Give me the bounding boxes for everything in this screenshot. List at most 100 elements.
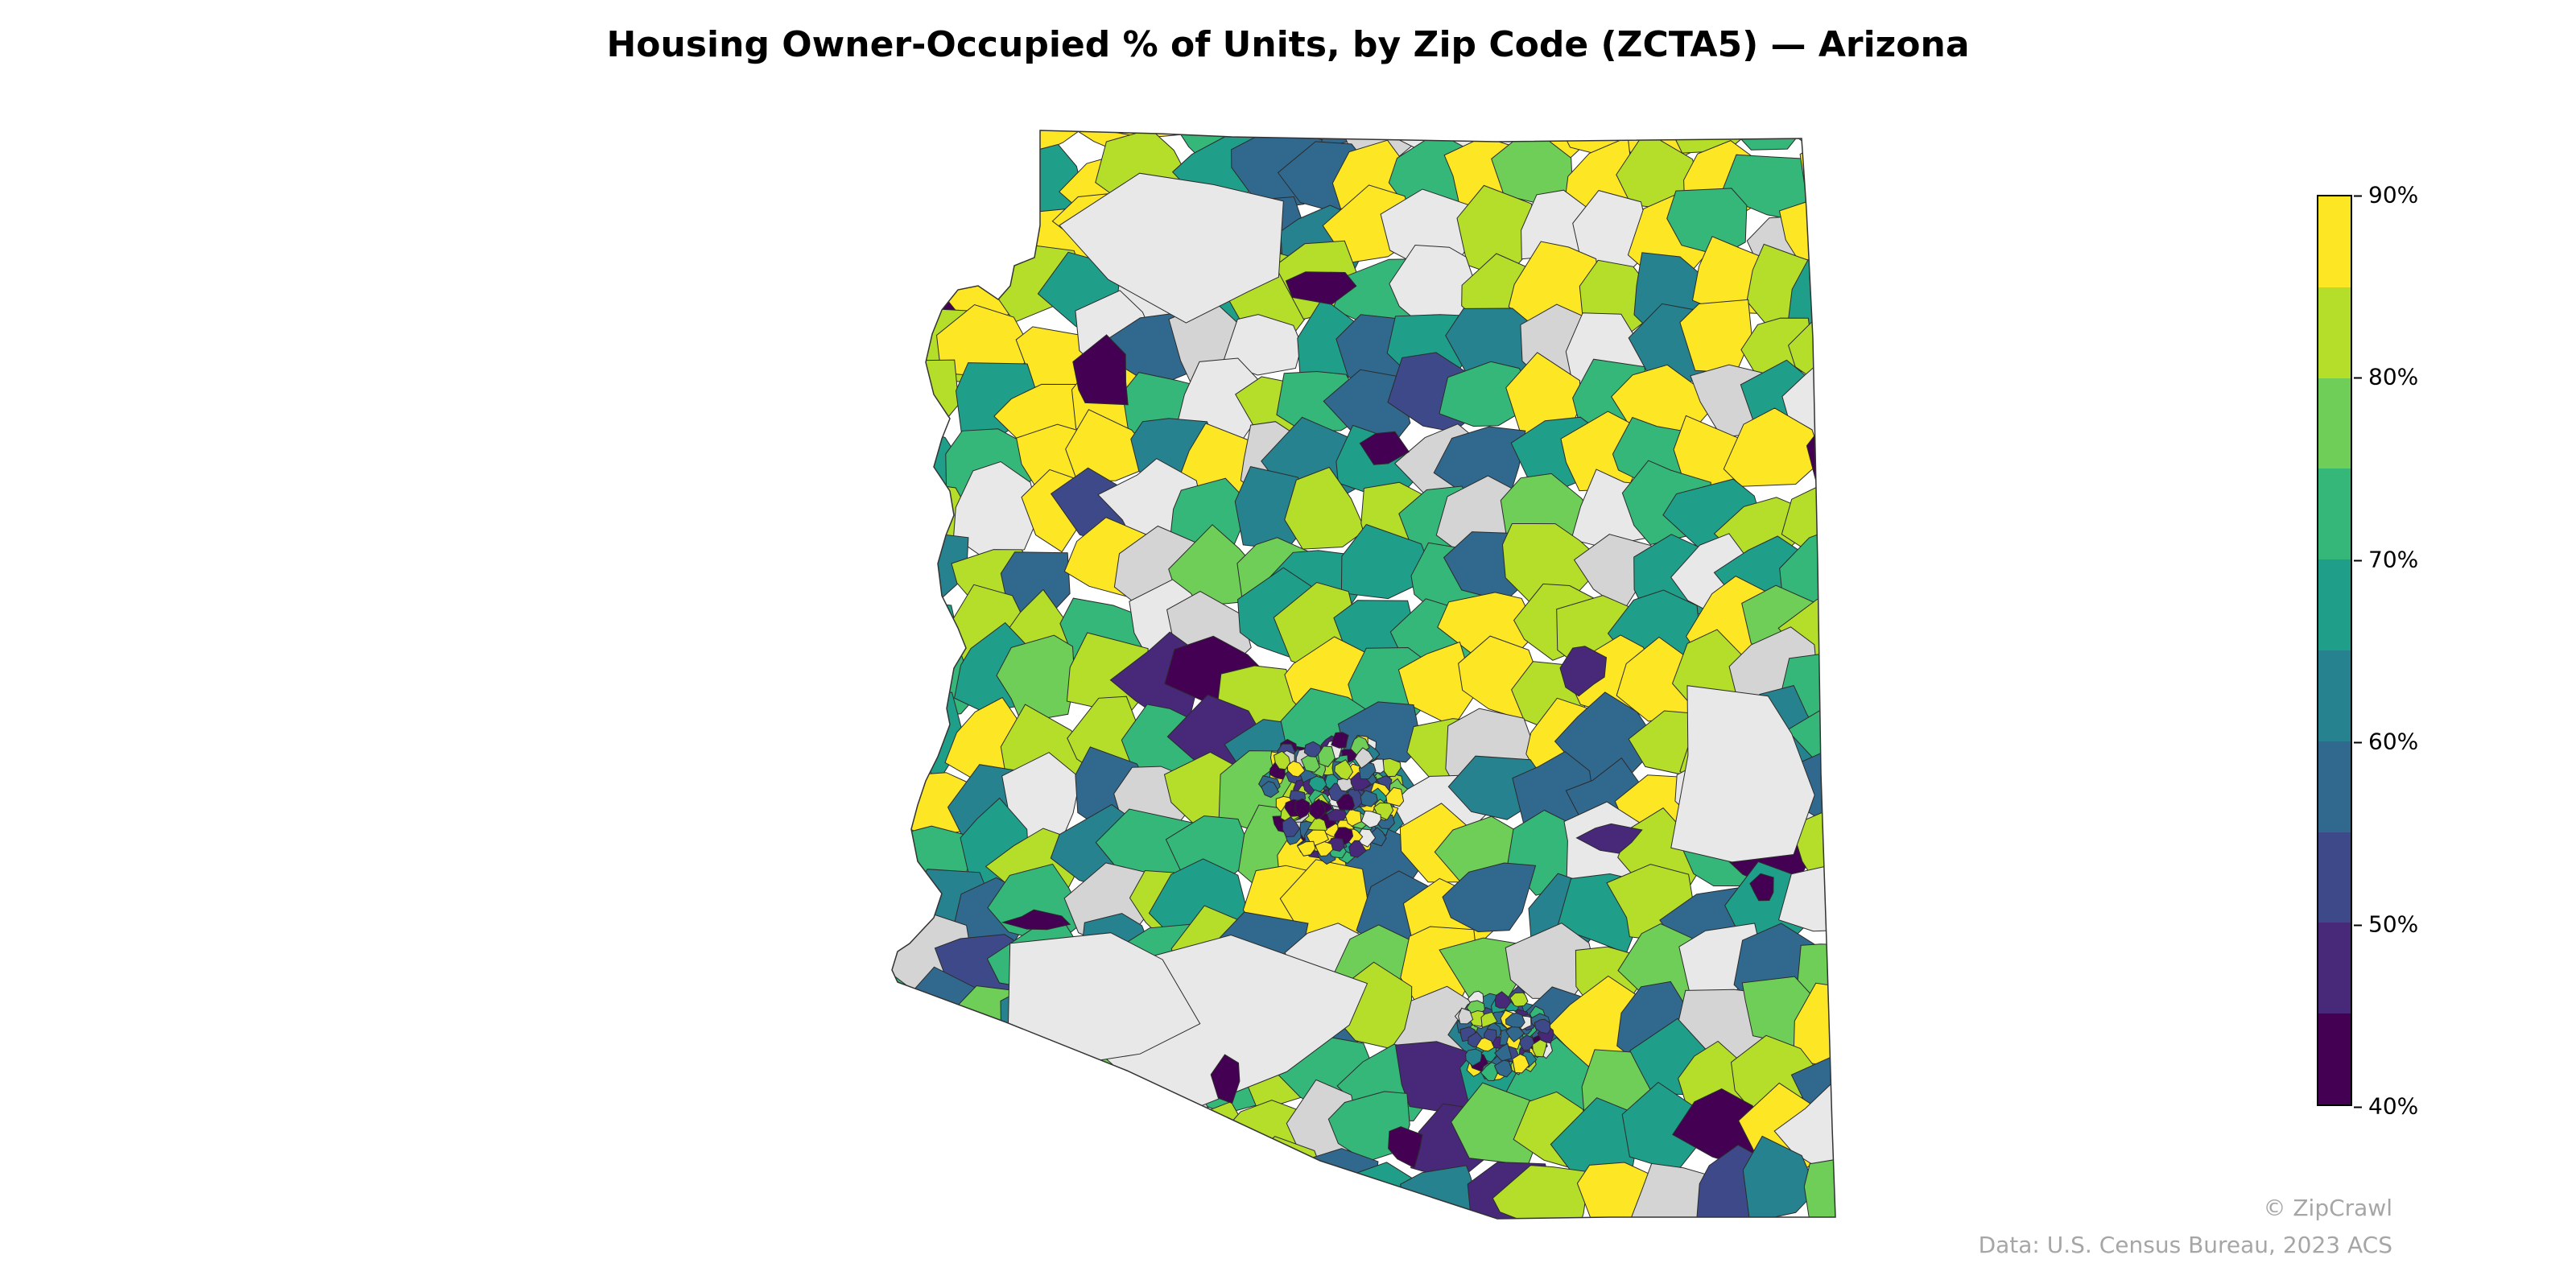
zip-area	[1781, 652, 1835, 724]
zip-area	[1315, 840, 1334, 857]
zip-area	[1111, 130, 1204, 138]
map-title: Housing Owner-Occupied % of Units, by Zi…	[606, 24, 1970, 65]
colorbar-segment	[2318, 559, 2351, 650]
colorbar-tick-label: 60%	[2354, 729, 2418, 755]
zip-area	[1285, 271, 1357, 305]
zip-area	[1576, 1162, 1650, 1219]
source-text: Data: U.S. Census Bureau, 2023 ACS	[1978, 1232, 2392, 1258]
zip-area	[1360, 790, 1378, 807]
zip-area	[892, 805, 915, 893]
zip-area	[1385, 786, 1405, 807]
zip-area	[892, 630, 919, 704]
zip-area	[1344, 807, 1362, 827]
zip-area	[1065, 409, 1161, 482]
zip-area	[1505, 1012, 1525, 1028]
zip-area	[1532, 1038, 1547, 1058]
zip-area	[1294, 130, 1372, 147]
zip-area	[1166, 1148, 1245, 1219]
zip-area	[1059, 172, 1284, 324]
colorbar-segment	[2318, 741, 2351, 832]
zip-area	[1309, 798, 1327, 820]
zip-area	[892, 130, 910, 172]
zip-area	[1001, 909, 1071, 931]
zip-area	[1112, 1155, 1208, 1219]
zip-area	[1399, 1165, 1479, 1219]
colorbar-tick-label: 70%	[2354, 546, 2418, 572]
zip-area	[1512, 1053, 1530, 1074]
zip-area	[1348, 840, 1367, 858]
zip-area	[892, 197, 907, 287]
zip-area	[1041, 1088, 1137, 1166]
zip-area	[892, 1137, 941, 1219]
zip-area	[1291, 1148, 1379, 1219]
zip-area	[892, 865, 923, 942]
zip-area	[898, 134, 996, 209]
zip-area	[1806, 409, 1835, 504]
colorbar-segment	[2318, 650, 2351, 741]
zip-area	[1334, 759, 1354, 781]
colorbar-segment	[2318, 378, 2351, 469]
zip-area	[1354, 747, 1374, 770]
colorbar-tick-label: 40%	[2354, 1093, 2418, 1120]
zip-area	[892, 1092, 921, 1177]
zip-area	[892, 422, 927, 510]
zip-area	[929, 1151, 1033, 1219]
zip-area	[1284, 466, 1366, 550]
zip-area	[892, 297, 907, 375]
zip-area	[892, 359, 960, 429]
zip-area	[979, 1046, 1092, 1135]
zip-area	[1749, 873, 1774, 902]
zip-area	[1494, 991, 1511, 1009]
zip-area	[1803, 1158, 1835, 1219]
zip-area	[1317, 745, 1335, 768]
zip-area	[1308, 775, 1327, 794]
zip-area	[1007, 932, 1201, 1067]
zip-area	[892, 130, 932, 214]
zip-area	[1493, 1059, 1513, 1078]
colorbar-segment	[2318, 196, 2351, 287]
colorbar-segment	[2318, 287, 2351, 378]
zip-area	[1494, 1042, 1513, 1062]
colorbar-tick-label: 50%	[2354, 910, 2418, 937]
zip-area	[892, 712, 922, 794]
zip-area	[1476, 1037, 1495, 1052]
zip-area	[1781, 482, 1835, 555]
zip-area	[986, 130, 1096, 159]
zip-area	[892, 548, 908, 621]
zip-area	[967, 1029, 1039, 1118]
colorbar-tick-label: 90%	[2354, 182, 2418, 208]
zip-area	[892, 1036, 992, 1100]
zip-area	[892, 1096, 970, 1167]
zip-area	[1457, 1007, 1474, 1025]
zip-area	[1575, 823, 1643, 854]
zip-area	[1793, 982, 1835, 1070]
zip-area	[1261, 780, 1280, 799]
zip-area	[1294, 798, 1311, 819]
zip-area	[892, 230, 935, 315]
zip-area	[907, 201, 990, 279]
zip-area	[1222, 314, 1302, 376]
zip-area	[937, 1105, 1034, 1187]
zip-area	[1534, 1018, 1551, 1034]
zip-area	[1296, 840, 1316, 857]
zip-area	[1799, 130, 1835, 215]
zip-area	[1509, 992, 1529, 1007]
zip-area	[1335, 793, 1356, 811]
zip-area	[1742, 1135, 1818, 1219]
arizona-boundary	[891, 130, 1836, 1220]
zip-area	[1723, 407, 1823, 487]
colorbar-segment	[2318, 832, 2351, 923]
zip-area	[896, 1151, 979, 1219]
zip-area	[1559, 646, 1608, 697]
credit-text: © ZipCrawl	[2263, 1195, 2392, 1221]
zip-area	[995, 1164, 1078, 1219]
zip-area	[1282, 816, 1301, 838]
zip-area	[945, 142, 1033, 213]
zip-area	[1072, 334, 1129, 406]
zip-area	[1670, 685, 1815, 863]
colorbar-tick-label: 80%	[2354, 364, 2418, 390]
zip-area	[892, 362, 914, 436]
zip-area	[892, 985, 937, 1081]
zip-area	[1360, 810, 1381, 828]
